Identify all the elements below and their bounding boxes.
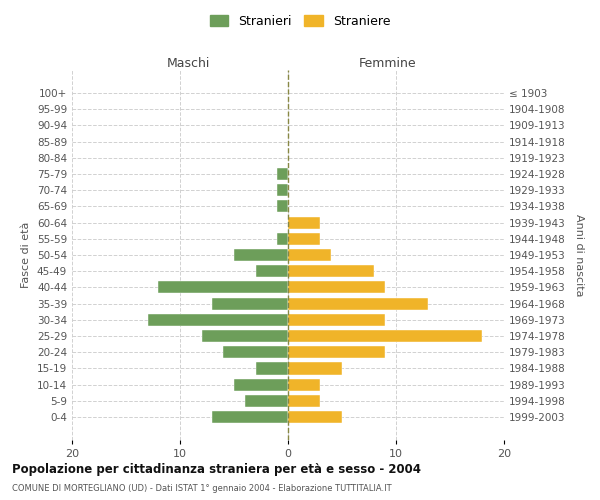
Y-axis label: Anni di nascita: Anni di nascita	[574, 214, 584, 296]
Bar	[288, 330, 482, 342]
Bar	[212, 298, 288, 310]
Bar	[202, 330, 288, 342]
Bar	[277, 184, 288, 196]
Bar	[245, 395, 288, 407]
Bar	[288, 346, 385, 358]
Bar	[288, 216, 320, 228]
Bar	[212, 411, 288, 423]
Bar	[223, 346, 288, 358]
Text: Maschi: Maschi	[167, 57, 211, 70]
Bar	[288, 314, 385, 326]
Bar	[288, 265, 374, 278]
Bar	[148, 314, 288, 326]
Text: Femmine: Femmine	[359, 57, 416, 70]
Y-axis label: Fasce di età: Fasce di età	[22, 222, 31, 288]
Legend: Stranieri, Straniere: Stranieri, Straniere	[206, 11, 394, 32]
Bar	[256, 265, 288, 278]
Bar	[288, 395, 320, 407]
Bar	[277, 200, 288, 212]
Bar	[288, 298, 428, 310]
Bar	[288, 411, 342, 423]
Bar	[277, 232, 288, 245]
Bar	[288, 232, 320, 245]
Bar	[234, 249, 288, 261]
Bar	[288, 362, 342, 374]
Bar	[234, 378, 288, 391]
Bar	[288, 249, 331, 261]
Bar	[158, 282, 288, 294]
Bar	[256, 362, 288, 374]
Text: Popolazione per cittadinanza straniera per età e sesso - 2004: Popolazione per cittadinanza straniera p…	[12, 462, 421, 475]
Bar	[288, 378, 320, 391]
Bar	[288, 282, 385, 294]
Bar	[277, 168, 288, 180]
Text: COMUNE DI MORTEGLIANO (UD) - Dati ISTAT 1° gennaio 2004 - Elaborazione TUTTITALI: COMUNE DI MORTEGLIANO (UD) - Dati ISTAT …	[12, 484, 392, 493]
